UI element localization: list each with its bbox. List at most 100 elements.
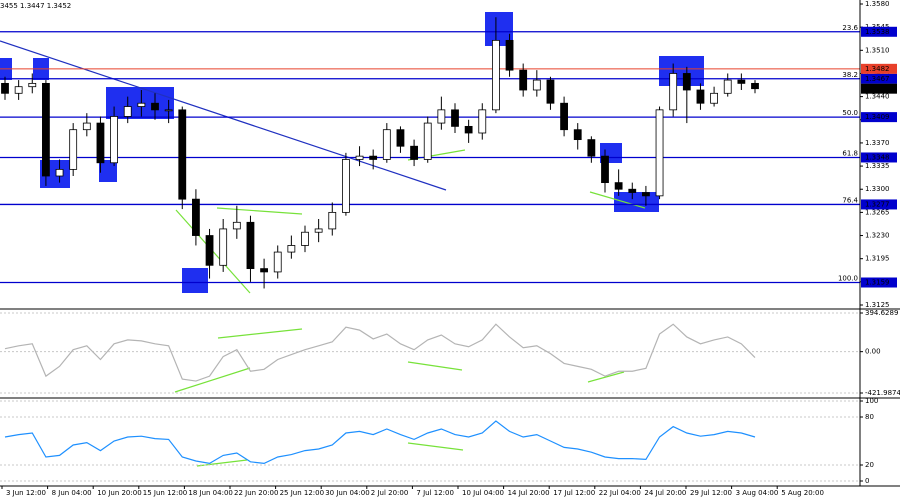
candle-body <box>601 155 609 184</box>
indicator-line <box>4 420 756 465</box>
candle-body <box>437 109 446 124</box>
candle-body <box>464 125 473 134</box>
x-tick-label: 15 Jun 12:00 <box>143 489 187 497</box>
candle-body <box>614 182 623 190</box>
candle-body <box>14 86 23 94</box>
candle-body <box>723 79 732 94</box>
candle-body <box>1 82 9 94</box>
price-tag <box>861 83 897 94</box>
candle-body <box>478 109 487 134</box>
level-tag <box>861 112 897 123</box>
level-name: 100.0 <box>838 275 858 283</box>
candle-body <box>560 102 568 131</box>
candle-body <box>642 192 650 197</box>
x-tick-label: 22 Jun 20:00 <box>234 489 278 497</box>
candle-body <box>696 89 705 104</box>
level-tag <box>861 277 897 288</box>
candle-body <box>492 39 500 111</box>
x-tick-label: 25 Jun 12:00 <box>280 489 324 497</box>
candle-body <box>42 82 50 177</box>
level-tag <box>861 73 897 84</box>
y-tick-label: 1.3580 <box>865 0 890 8</box>
y-tick-label: 1.3300 <box>865 185 890 193</box>
candle-body <box>137 102 146 107</box>
level-name: 50.0 <box>842 109 858 117</box>
candle-body <box>355 155 364 160</box>
level-name: 23.6 <box>842 24 858 32</box>
candle-body <box>123 106 132 117</box>
indicator-line <box>4 323 756 382</box>
level-label: 1.3409 <box>865 113 890 121</box>
candle-body <box>82 122 91 131</box>
candle-body <box>369 155 378 160</box>
drawings <box>0 40 646 467</box>
resistance-tag <box>861 63 897 74</box>
y-tick-label: 20 <box>865 461 874 469</box>
y-tick-label: 1.3195 <box>865 255 890 263</box>
y-tick-label: -421.9874 <box>865 389 900 397</box>
y-tick-label: 1.3510 <box>865 46 890 54</box>
y-tick-label: 1.3230 <box>865 232 890 240</box>
candle-body <box>178 109 187 200</box>
x-tick-label: 17 Jul 12:00 <box>553 489 595 497</box>
candle-body <box>69 129 78 170</box>
candle-body <box>287 245 296 253</box>
candle-body <box>396 129 405 147</box>
candle-body <box>655 109 664 197</box>
candle-body <box>260 268 268 273</box>
x-tick-label: 14 Jul 20:00 <box>508 489 550 497</box>
y-tick-label: 80 <box>865 413 874 421</box>
level-label: 1.3159 <box>865 279 890 287</box>
candle-body <box>205 235 214 266</box>
y-tick-label: 1.3265 <box>865 208 890 216</box>
candle-body <box>423 122 432 160</box>
candle-body <box>232 221 241 230</box>
candle-body <box>587 139 596 157</box>
x-tick-label: 18 Jun 04:00 <box>188 489 232 497</box>
candle-body <box>573 129 582 141</box>
candle-body <box>151 102 159 111</box>
candle-body <box>669 73 678 111</box>
level-name: 61.8 <box>842 149 858 157</box>
x-tick-label: 8 Jun 04:00 <box>52 489 92 497</box>
candle-body <box>451 109 459 127</box>
candle-body <box>219 228 228 266</box>
x-tick-label: 22 Jul 04:00 <box>599 489 641 497</box>
candle-body <box>164 109 173 112</box>
annotations <box>0 12 704 293</box>
price-label: 1.3452 <box>865 85 890 93</box>
x-tick-label: 7 Jul 12:00 <box>416 489 454 497</box>
candle-body <box>532 79 541 91</box>
candle-body <box>751 82 759 90</box>
y-tick-label: 0 <box>865 477 869 485</box>
x-tick-label: 30 Jun 04:00 <box>325 489 369 497</box>
candle-body <box>382 129 391 160</box>
candle-body <box>192 198 200 236</box>
candle-body <box>110 116 118 164</box>
header: 3455 1.3447 1.3452 <box>0 2 71 10</box>
candle-body <box>505 39 514 71</box>
candle-body <box>246 221 255 270</box>
candle-body <box>28 82 37 88</box>
level-name: 76.4 <box>842 196 858 204</box>
resistance-label: 1.3482 <box>865 65 890 73</box>
level-tag <box>861 152 897 163</box>
x-tick-label: 10 Jul 04:00 <box>462 489 504 497</box>
y-tick-label: 1.3370 <box>865 139 890 147</box>
x-tick-label: 3 Aug 04:00 <box>736 489 779 497</box>
level-label: 1.3277 <box>865 200 890 208</box>
candle-body <box>410 145 418 160</box>
y-tick-label: 100 <box>865 397 878 405</box>
candle-body <box>546 79 555 104</box>
level-tag <box>861 26 897 37</box>
candle-body <box>710 92 718 104</box>
level-tag <box>861 199 897 210</box>
level-label: 1.3348 <box>865 153 890 161</box>
candle-body <box>737 79 746 84</box>
level-label: 1.3467 <box>865 75 890 83</box>
x-tick-label: 2 Jul 20:00 <box>371 489 409 497</box>
x-tick-label: 24 Jul 20:00 <box>644 489 686 497</box>
x-tick-label: 3 Jun 12:00 <box>6 489 46 497</box>
frame <box>0 0 900 487</box>
